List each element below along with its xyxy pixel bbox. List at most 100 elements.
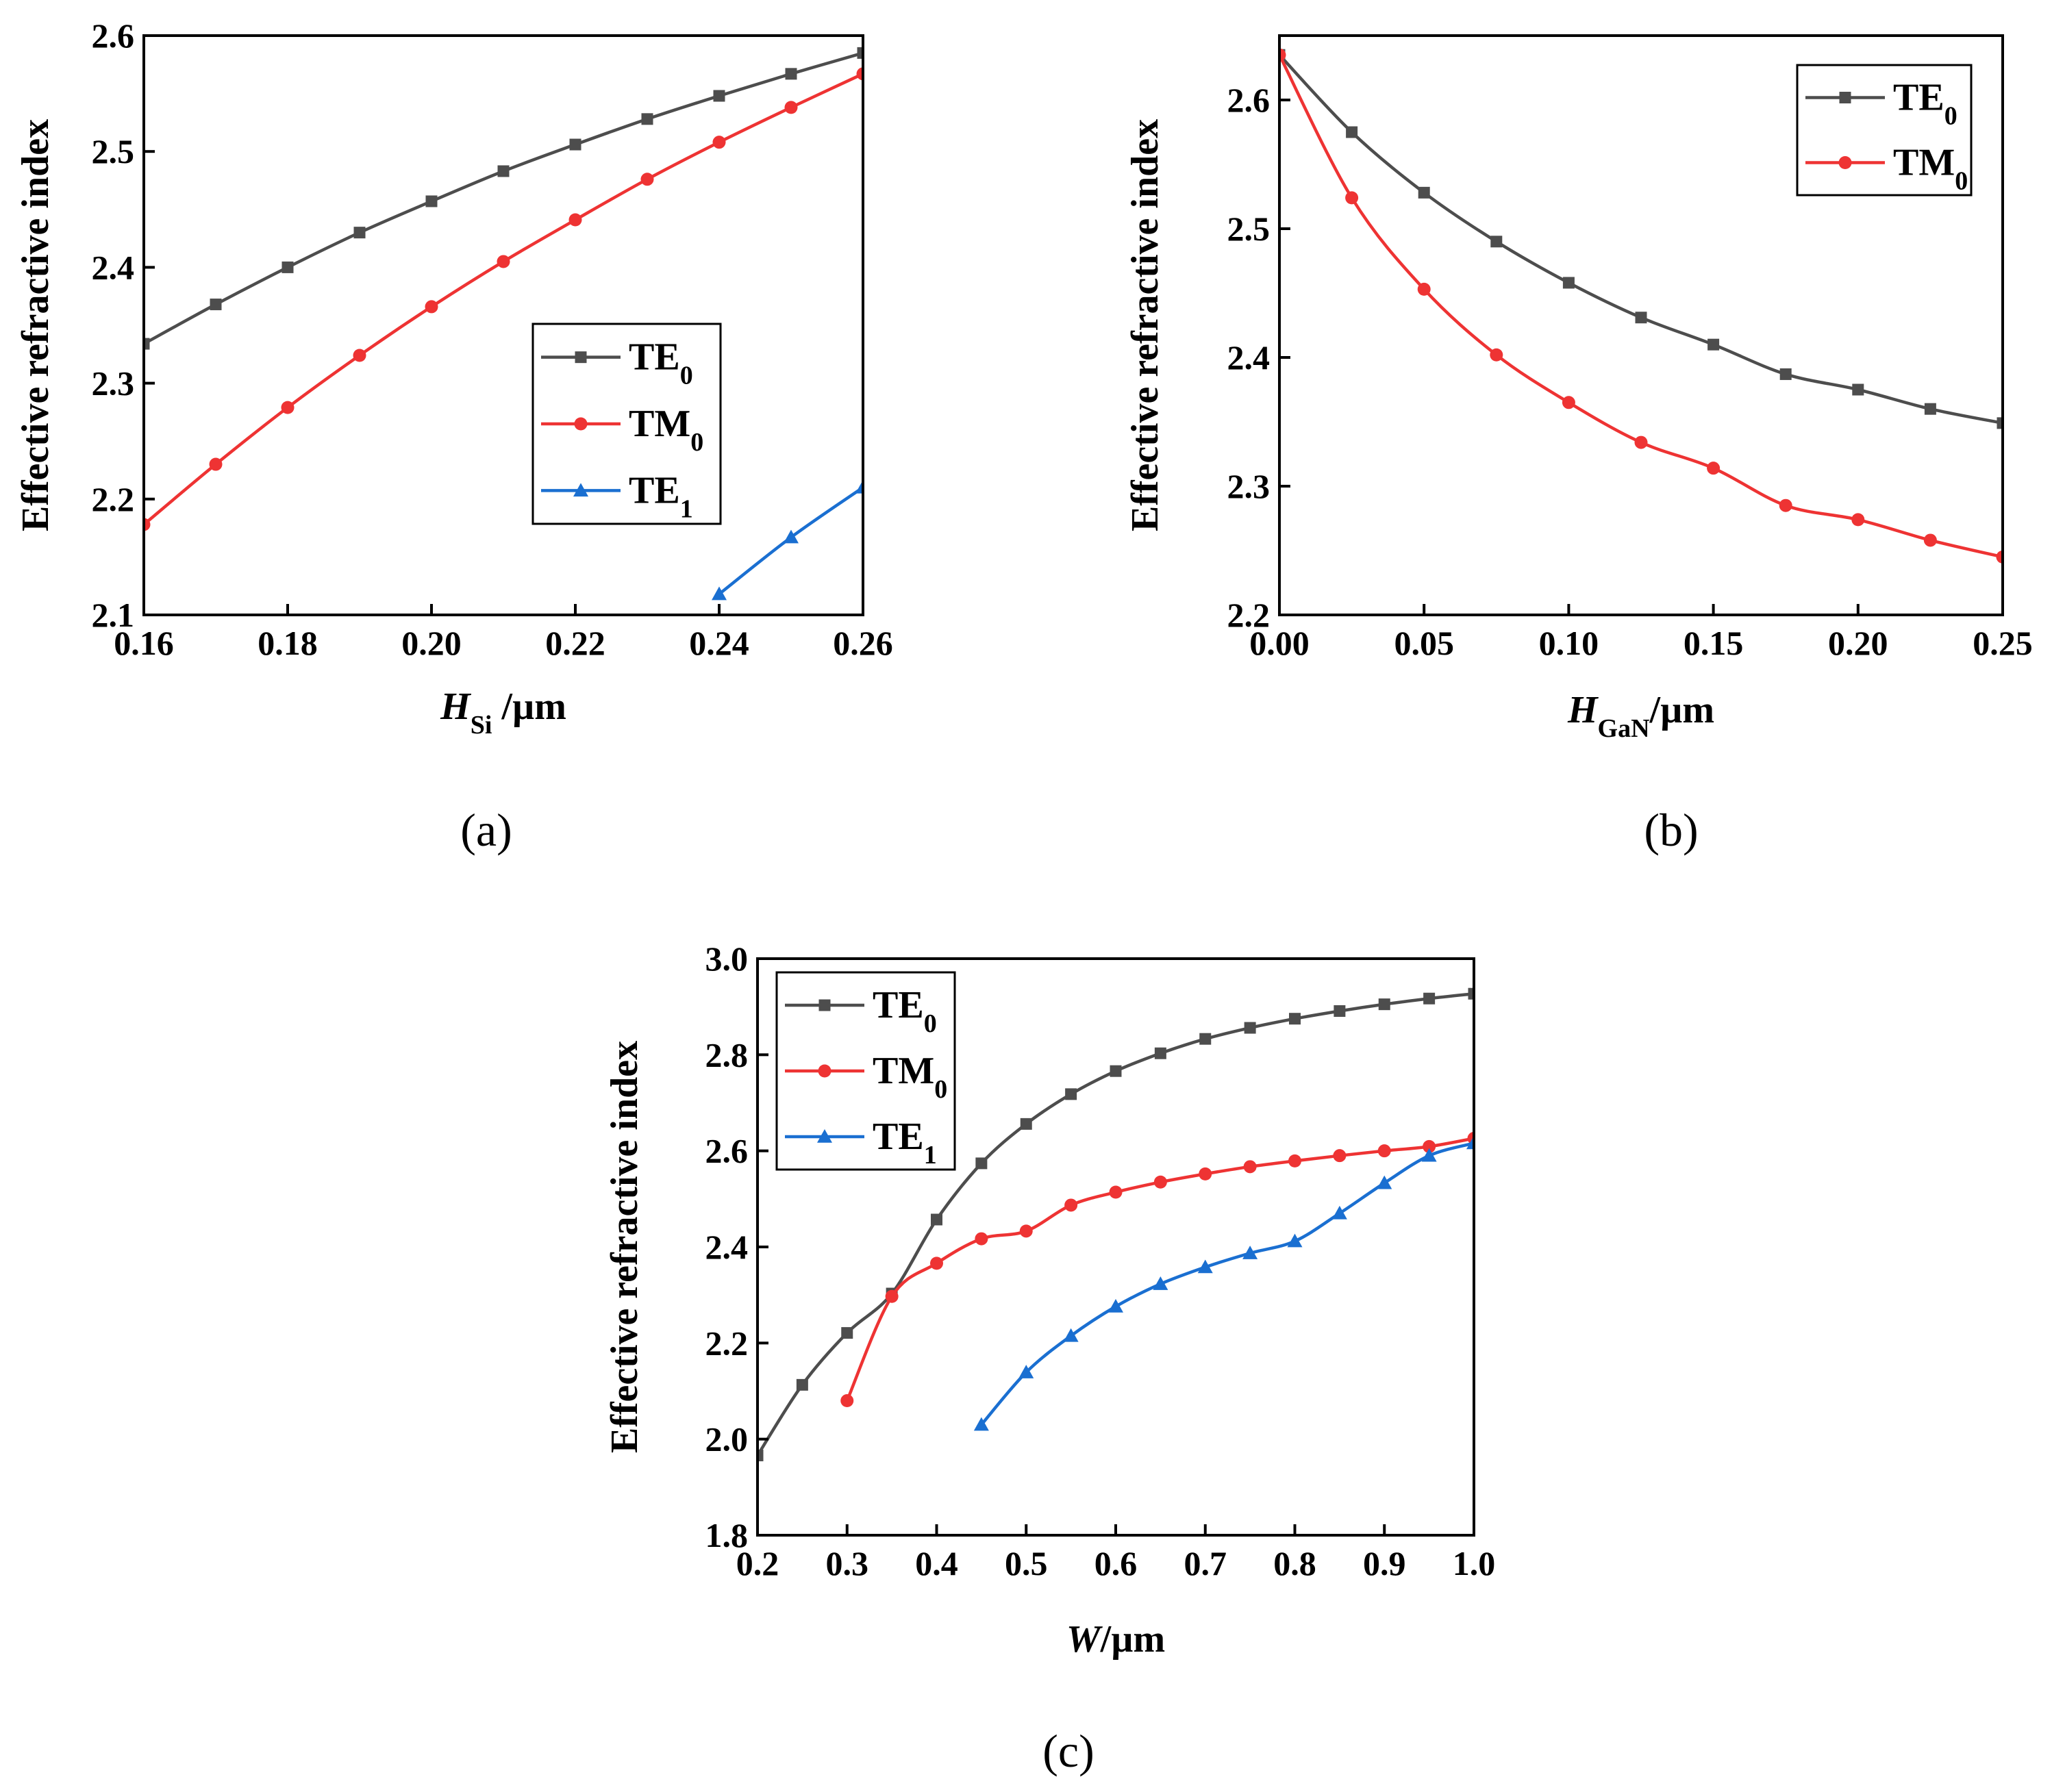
legend-te1-label: TE1 [873,1115,937,1170]
x-tick-label: 0.7 [1184,1544,1227,1582]
series-tm0-line [144,72,863,526]
y-tick-label: 2.4 [1227,338,1271,377]
x-axis-unit: /µm [1649,689,1714,731]
series-tm0-point [930,1257,943,1270]
series-tm0-point [353,349,366,362]
series-te0-point [931,1213,942,1226]
series-te0-point [758,1450,764,1462]
y-tick-label: 2.4 [92,248,135,286]
series-te0-point [975,1157,988,1170]
series-tm0-point [425,300,438,314]
series-tm0-point [497,255,510,268]
series-tm0-point [712,136,726,149]
series-te1-point [1018,1365,1034,1378]
series-te0-point [785,68,797,80]
series-tm0-point [1562,396,1575,409]
x-tick-label: 0.15 [1684,624,1744,662]
series-te0-point [796,1378,808,1391]
series-te0-point [1378,998,1390,1011]
series-te1-line [980,1141,1474,1426]
series-te0-point [497,165,510,177]
series-te1-point [1108,1299,1123,1313]
x-tick-label: 0.3 [826,1544,869,1582]
series-tm0-point [1851,513,1865,527]
series-te1-point [1421,1148,1437,1162]
legend-tm0-name: TM [1893,142,1955,184]
series-te0-point [841,1327,853,1339]
y-tick-label: 3.0 [705,939,749,978]
x-tick-label: 0.24 [689,624,749,662]
series-te0-point [353,227,366,239]
series-te1-point [973,1417,989,1431]
series-te0-point [1635,312,1647,324]
x-tick-label: 0.5 [1005,1544,1048,1582]
series-te0-point [1707,338,1720,351]
series-tm0-point [1707,462,1721,475]
legend-tm0-label: TM0 [629,403,703,457]
legend-te0-label: TE0 [873,984,937,1038]
legend-te0-name: TE [1893,77,1944,119]
y-tick-label: 2.2 [92,480,135,518]
series-te1-point [1197,1259,1213,1274]
x-tick-label: 0.22 [545,624,605,662]
panel-label: (a) [460,804,512,856]
series-tm0-point [1377,1144,1391,1158]
legend-tm0-sub: 0 [1955,167,1968,196]
y-tick-label: 2.0 [705,1420,749,1459]
series-tm0-point [1490,348,1503,362]
series-tm0-point [1634,436,1648,449]
series-te0-point [1418,186,1430,199]
series-te0-point [210,299,222,311]
x-tick-label: 0.26 [833,624,893,662]
legend-tm0-sub: 0 [690,428,703,457]
series-te0-point [1334,1005,1346,1017]
series-te0-point [713,90,725,102]
series-te0-point [1020,1118,1032,1130]
x-axis-symbol: H [1567,689,1599,731]
y-tick-label: 2.6 [1227,81,1271,119]
series-te0-point [1244,1022,1256,1034]
series-te1-point [1377,1175,1392,1189]
y-tick-label: 2.8 [705,1035,749,1074]
series-te0-point [641,113,653,125]
legend-tm0-marker [574,417,588,431]
y-axis-title: Effective refractive index [14,119,57,531]
series-tm0-point [1288,1154,1301,1168]
x-tick-label: 0.6 [1094,1544,1138,1582]
x-axis-title: HGaN/µm [1567,689,1714,743]
x-tick-label: 0.18 [258,624,318,662]
y-tick-label: 2.1 [92,596,135,634]
legend-te0-sub: 0 [924,1009,937,1038]
x-tick-label: 0.00 [1249,624,1310,662]
legend-te0-label: TE0 [629,336,693,390]
series-te0-line [144,51,863,346]
series-tm0-point [1109,1185,1123,1199]
legend-te1-marker [817,1129,832,1143]
series-te1-point [1063,1328,1079,1342]
series-tm0-point [1996,550,2003,564]
x-axis-title: HSi /µm [440,685,566,740]
legend-te1-name: TE [873,1115,924,1158]
series-te0-point [1924,403,1936,415]
panel-b: 0.00 0.05 0.10 0.15 0.20 0.25 2.2 2.3 2.4 2.5 2.6 E… [1124,34,2033,856]
legend-te1-sub: 1 [924,1141,937,1170]
series-te0-point [1468,987,1474,1000]
series-te1-point [1287,1233,1303,1248]
series-te0-point [1154,1047,1166,1059]
series-tm0-point [281,401,295,414]
series-tm0-point [1423,1139,1436,1153]
y-tick-label: 2.2 [1227,596,1271,634]
panel-label: (c) [1042,1725,1094,1777]
legend-te1-label: TE1 [629,469,693,523]
legend-box [1796,64,1973,197]
legend-te1-name: TE [629,469,680,512]
series-tm0-point [1243,1160,1257,1174]
x-axis-subscript: Si [471,711,492,740]
x-tick-label: 0.9 [1363,1544,1406,1582]
x-axis-subscript: GaN [1598,714,1650,743]
y-tick-label: 2.3 [92,364,135,403]
series-te1-point [1466,1135,1474,1150]
series-tm0-point [640,173,654,186]
legend-te0-label: TE0 [1893,77,1957,131]
series-te0-point [1779,368,1792,380]
